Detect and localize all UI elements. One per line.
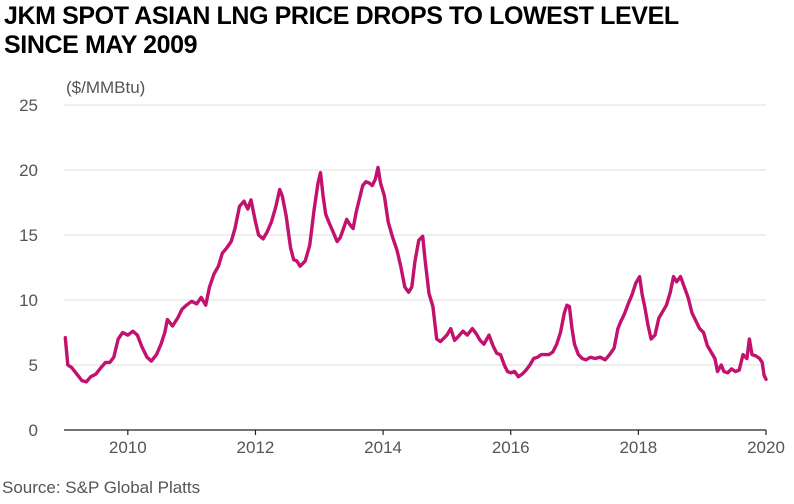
- chart-title: JKM SPOT ASIAN LNG PRICE DROPS TO LOWEST…: [4, 2, 784, 60]
- x-tick-label-2014: 2014: [364, 438, 402, 457]
- y-axis-ticks: 0 5 10 15 20 25: [19, 96, 38, 440]
- series-layer: [63, 165, 768, 384]
- y-tick-label-10: 10: [19, 291, 38, 310]
- x-tick-label-2020: 2020: [747, 438, 785, 457]
- x-tick-label-2010: 2010: [109, 438, 147, 457]
- y-tick-label-20: 20: [19, 161, 38, 180]
- title-line-2: SINCE MAY 2009: [4, 31, 198, 59]
- y-axis-unit-label: ($/MMBtu): [66, 78, 145, 97]
- y-tick-label-15: 15: [19, 226, 38, 245]
- title-line-1: JKM SPOT ASIAN LNG PRICE DROPS TO LOWEST…: [4, 2, 679, 30]
- y-tick-label-25: 25: [19, 96, 38, 115]
- x-tick-label-2016: 2016: [492, 438, 530, 457]
- x-tick-label-2018: 2018: [619, 438, 657, 457]
- series-line-0: [63, 165, 768, 384]
- source-note: Source: S&P Global Platts: [2, 478, 201, 497]
- y-tick-label-0: 0: [29, 421, 38, 440]
- gridlines: [64, 104, 766, 431]
- x-axis-ticks: 2010 2012 2014 2016 2018 2020: [109, 430, 785, 457]
- y-tick-label-5: 5: [29, 356, 38, 375]
- x-tick-label-2012: 2012: [237, 438, 275, 457]
